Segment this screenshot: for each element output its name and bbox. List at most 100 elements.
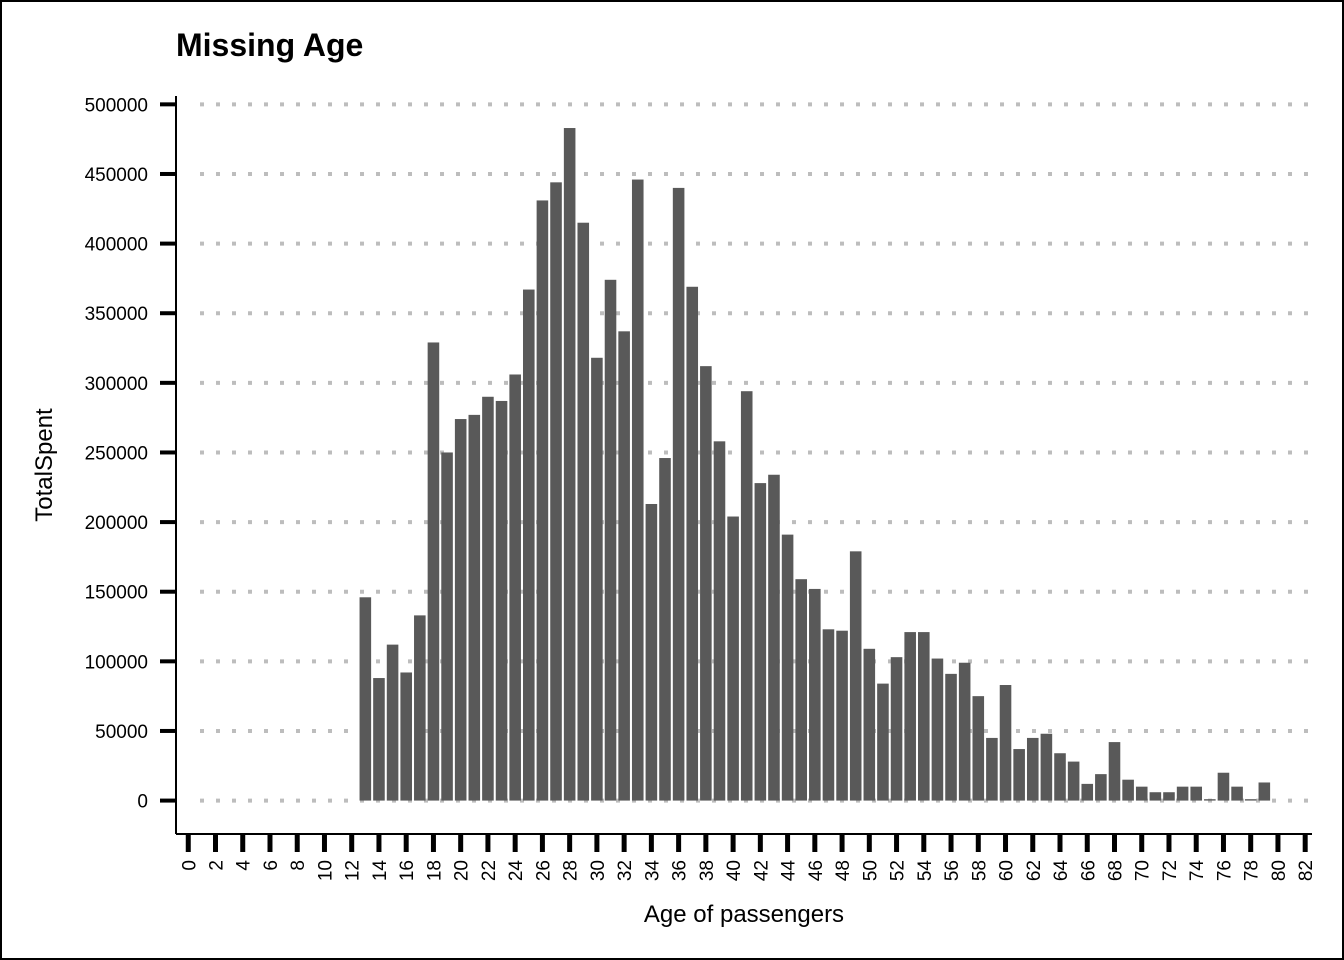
x-tick-label: 8 (288, 860, 309, 871)
x-tick-label: 26 (533, 860, 554, 881)
bar (686, 286, 699, 801)
bar (849, 551, 862, 801)
bar (1244, 799, 1257, 801)
bar (1163, 792, 1175, 801)
bar (1176, 786, 1189, 801)
bar (563, 128, 576, 801)
bar (986, 737, 998, 801)
x-tick-label: 44 (779, 860, 800, 882)
x-tick-label: 6 (261, 860, 282, 871)
bar (754, 483, 767, 801)
bar (795, 579, 807, 801)
bar (1026, 737, 1039, 801)
bar (713, 441, 726, 801)
y-tick-label: 500000 (85, 95, 148, 116)
x-tick-label: 52 (888, 860, 909, 881)
bar (945, 673, 957, 801)
y-tick-label: 400000 (85, 235, 148, 256)
y-tick-label: 200000 (85, 513, 148, 534)
bar (1258, 782, 1271, 801)
x-tick-label: 74 (1187, 860, 1208, 882)
x-tick-label: 18 (424, 860, 445, 881)
y-tick-label: 250000 (85, 443, 148, 464)
x-tick-label: 22 (479, 860, 500, 881)
x-tick-label: 34 (642, 860, 663, 882)
bar (972, 696, 985, 801)
x-tick-label: 50 (860, 860, 881, 881)
bar (414, 615, 426, 801)
x-tick-label: 46 (806, 860, 827, 881)
x-tick-label: 82 (1296, 860, 1317, 881)
x-tick-label: 14 (370, 860, 391, 882)
bar (441, 452, 453, 801)
x-ticks: 0 2 4 6 8 10 12 14 16 18 20 22 24 26 28 30 32 34 36 38 40 42 4… (179, 834, 1317, 881)
x-tick-label: 60 (997, 860, 1018, 881)
x-tick-label: 24 (506, 860, 527, 882)
bar (999, 685, 1012, 801)
bar (672, 187, 685, 801)
bar (1149, 792, 1162, 801)
y-tick-label: 350000 (85, 304, 148, 325)
bar (373, 678, 385, 801)
x-tick-label: 38 (697, 860, 718, 881)
axes (175, 96, 1312, 835)
x-tick-label: 0 (179, 860, 200, 871)
bar (1067, 761, 1080, 801)
bar (659, 458, 671, 801)
bar (1081, 783, 1094, 801)
bar (1204, 799, 1216, 801)
x-tick-label: 32 (615, 860, 636, 881)
bar (618, 331, 630, 801)
x-tick-label: 4 (234, 860, 255, 871)
x-tick-label: 66 (1078, 860, 1099, 881)
bar (727, 516, 739, 801)
y-tick-label: 150000 (85, 583, 148, 604)
bar (454, 419, 467, 801)
bar (482, 396, 494, 801)
x-tick-label: 70 (1133, 860, 1154, 881)
bar (1135, 786, 1148, 801)
x-tick-label: 54 (915, 860, 936, 882)
x-tick-label: 76 (1214, 860, 1235, 881)
x-tick-label: 68 (1105, 860, 1126, 881)
x-tick-label: 20 (452, 860, 473, 881)
bar (427, 342, 440, 801)
x-tick-label: 12 (343, 860, 364, 881)
bar (522, 289, 535, 801)
x-tick-label: 42 (751, 860, 772, 881)
bar (604, 279, 617, 801)
bar (700, 366, 712, 801)
bar (645, 503, 658, 801)
y-tick-label: 0 (137, 792, 148, 813)
bar (536, 200, 549, 801)
bar (1122, 779, 1134, 801)
bar (386, 644, 399, 801)
bar (931, 658, 944, 801)
x-tick-label: 56 (942, 860, 963, 881)
bar (740, 391, 753, 801)
bar (468, 414, 481, 801)
x-tick-label: 72 (1160, 860, 1181, 881)
bar (836, 630, 848, 801)
bar (1217, 772, 1230, 801)
bar (863, 648, 876, 801)
bar (1108, 742, 1121, 801)
bar (550, 182, 562, 801)
y-axis-label: TotalSpent (31, 408, 58, 522)
x-tick-label: 28 (561, 860, 582, 881)
x-tick-label: 48 (833, 860, 854, 881)
bar (400, 672, 412, 801)
bars (359, 128, 1271, 801)
bar (495, 400, 508, 801)
bar (890, 657, 903, 801)
bar (591, 357, 603, 801)
y-tick-label: 100000 (85, 652, 148, 673)
y-tick-label: 50000 (95, 722, 148, 743)
bar (1054, 753, 1066, 801)
y-tick-label: 300000 (85, 374, 148, 395)
bar (1013, 749, 1025, 801)
bar (877, 683, 889, 801)
bar (781, 534, 794, 801)
